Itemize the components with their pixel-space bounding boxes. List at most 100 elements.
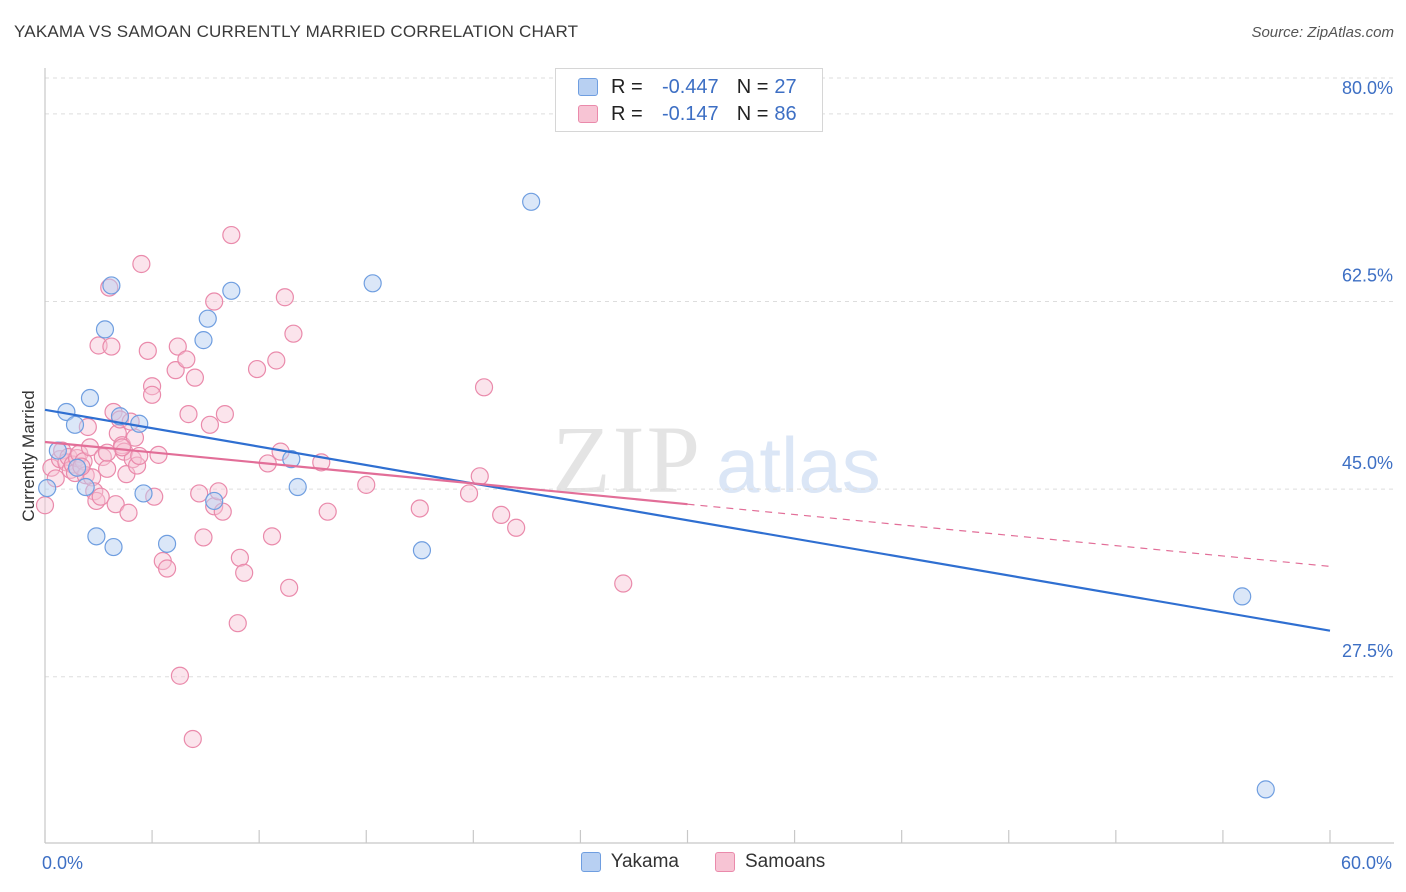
yakama-point xyxy=(1256,780,1275,799)
series-legend: Yakama Samoans xyxy=(0,851,1406,873)
samoan-point xyxy=(357,475,376,494)
legend-item-yakama[interactable]: Yakama xyxy=(580,851,679,873)
samoan-trend-extension xyxy=(687,503,1331,567)
n-value: 27 xyxy=(774,75,797,98)
samoan-point xyxy=(166,361,185,380)
yakama-point xyxy=(110,407,130,426)
samoan-point xyxy=(119,503,138,522)
axis-ticks xyxy=(44,830,1331,843)
r-label: R = xyxy=(611,102,643,125)
samoan-point xyxy=(474,378,494,397)
samoan-point xyxy=(235,563,254,582)
trend-lines xyxy=(44,408,1331,632)
yakama-point xyxy=(282,450,301,469)
samoan-point xyxy=(98,459,117,478)
samoan-point xyxy=(267,351,286,370)
yakama-point xyxy=(38,478,57,498)
y-tick-label: 27.5% xyxy=(1342,641,1393,661)
samoan-point xyxy=(262,527,282,546)
yakama-point xyxy=(48,441,67,460)
yakama-point xyxy=(102,276,121,295)
x-tick-label: 60.0% xyxy=(1341,853,1392,873)
samoan-point xyxy=(459,484,479,503)
samoan-point xyxy=(205,292,224,311)
samoan-point xyxy=(280,578,299,597)
yakama-trend-line xyxy=(44,408,1331,632)
yakama-swatch xyxy=(580,852,601,872)
samoan-point xyxy=(91,487,110,506)
yakama-point xyxy=(205,491,224,511)
samoan-point xyxy=(185,368,205,387)
watermark-atlas: atlas xyxy=(716,421,881,509)
chart-title: YAKAMA VS SAMOAN CURRENTLY MARRIED CORRE… xyxy=(14,22,579,41)
samoan-point xyxy=(410,499,429,518)
samoan-point xyxy=(222,225,241,245)
samoan-point xyxy=(132,254,151,274)
yakama-point xyxy=(412,541,432,560)
n-value: 86 xyxy=(774,102,797,125)
yakama-point xyxy=(222,281,241,300)
yakama-point xyxy=(65,415,85,434)
samoan-point xyxy=(183,729,202,749)
yakama-point xyxy=(80,388,100,408)
samoan-point xyxy=(106,495,125,514)
x-tick-label: 0.0% xyxy=(42,853,83,873)
axes xyxy=(44,68,1394,844)
legend-item-samoans[interactable]: Samoans xyxy=(715,851,825,873)
yakama-point xyxy=(134,484,153,503)
samoan-point xyxy=(179,405,198,424)
r-value: -0.147 xyxy=(661,102,719,125)
legend-row-samoans: R = -0.147 N = 86 xyxy=(578,101,797,127)
yakama-point xyxy=(157,534,177,553)
samoan-trend-line xyxy=(44,440,688,506)
samoan-point xyxy=(215,405,234,424)
samoan-point xyxy=(149,445,168,464)
samoan-point xyxy=(35,496,55,515)
r-label: R = xyxy=(611,75,643,98)
samoan-point xyxy=(230,548,249,567)
yakama-point xyxy=(68,458,87,477)
correlation-legend: R = -0.447 N = 27 R = -0.147 N = 86 xyxy=(555,68,823,132)
watermark-zip: ZIP xyxy=(552,406,702,513)
source-credit: Source: ZipAtlas.com xyxy=(1251,24,1394,41)
yakama-point xyxy=(1233,587,1252,606)
samoan-point xyxy=(247,359,267,379)
y-tick-label: 80.0% xyxy=(1342,78,1393,98)
samoan-point xyxy=(470,467,489,486)
samoan-point xyxy=(89,336,108,355)
samoan-point xyxy=(142,385,162,404)
legend-label-yakama: Yakama xyxy=(610,851,679,872)
samoan-point xyxy=(228,614,247,633)
y-axis-title: Currently Married xyxy=(19,390,38,521)
r-value: -0.447 xyxy=(661,75,719,98)
yakama-point xyxy=(363,274,382,293)
samoan-point xyxy=(177,350,196,369)
tick-labels: 80.0% 62.5% 45.0% 27.5% 0.0% 60.0% xyxy=(42,78,1393,873)
samoan-point xyxy=(318,502,337,521)
yakama-point xyxy=(104,537,123,557)
samoan-point xyxy=(614,574,633,593)
yakama-swatch xyxy=(578,78,598,96)
samoan-point xyxy=(200,415,220,434)
samoan-point xyxy=(275,288,294,307)
gridlines xyxy=(45,77,1394,678)
samoan-point xyxy=(194,528,213,547)
samoan-point xyxy=(168,337,187,356)
samoan-point xyxy=(157,559,177,578)
zipatlas-watermark: ZIP atlas xyxy=(552,406,881,513)
samoan-point xyxy=(492,505,511,525)
samoan-point xyxy=(170,666,190,685)
samoan-point xyxy=(102,337,121,356)
legend-row-yakama: R = -0.447 N = 27 xyxy=(578,74,797,100)
yakama-point xyxy=(130,414,149,433)
samoan-points xyxy=(35,225,633,749)
y-tick-label: 62.5% xyxy=(1342,266,1393,286)
n-label: N = xyxy=(736,102,769,125)
yakama-point xyxy=(194,331,213,350)
samoan-point xyxy=(284,324,303,343)
y-tick-label: 45.0% xyxy=(1342,453,1393,473)
yakama-point xyxy=(198,309,217,328)
samoan-point xyxy=(507,518,526,537)
samoan-point xyxy=(138,341,157,360)
